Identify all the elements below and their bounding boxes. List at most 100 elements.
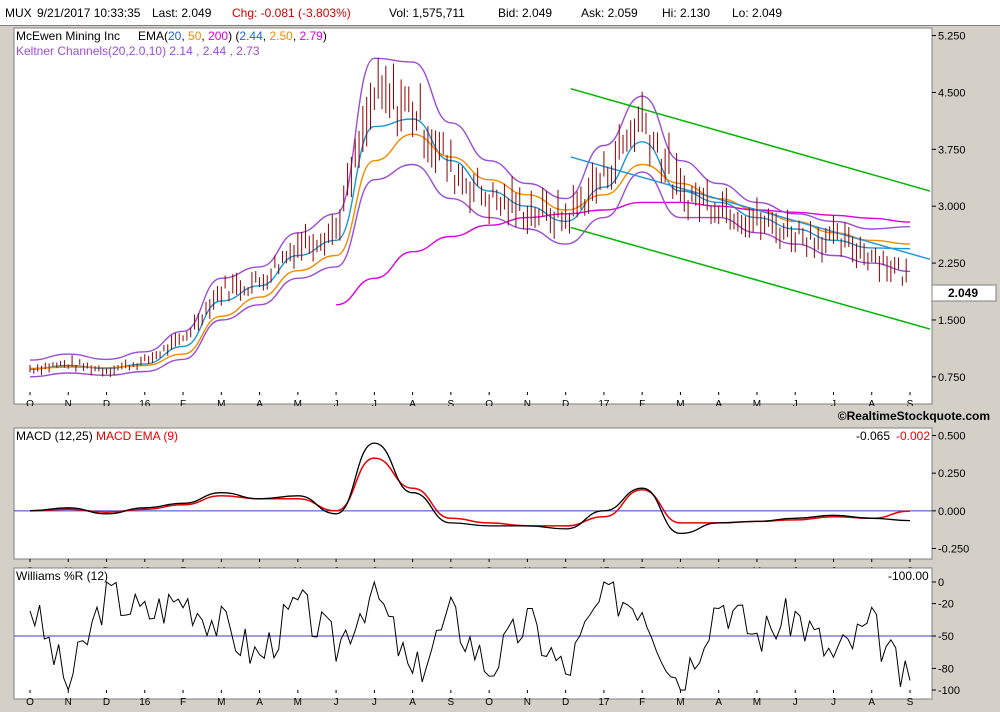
x-tick-label: 16 — [139, 697, 151, 708]
x-tick-label: A — [715, 399, 722, 410]
x-tick-label: A — [409, 697, 416, 708]
volume: Vol: 1,575,711 — [389, 6, 465, 20]
x-tick-label: A — [409, 399, 416, 410]
trend-channel-lower — [570, 226, 931, 330]
ema20-value: 2.44 — [239, 29, 263, 43]
y-tick-label: 0.750 — [938, 372, 966, 384]
x-tick-label: O — [485, 697, 493, 708]
x-tick-label: J — [372, 399, 377, 410]
y-tick-label: 0 — [938, 577, 944, 589]
x-tick-label: 16 — [139, 399, 151, 410]
ema-label: EMA( — [138, 29, 168, 43]
y-tick-label: 2.250 — [938, 258, 966, 270]
x-tick-label: A — [256, 697, 263, 708]
x-tick-label: D — [103, 697, 110, 708]
price-bars — [29, 57, 907, 378]
x-tick-label: J — [793, 399, 798, 410]
y-tick-label: 3.000 — [938, 201, 966, 213]
williams-line — [29, 580, 911, 692]
ticker-symbol: MUX — [5, 6, 32, 20]
price-change: Chg: -0.081 (-3.803%) — [232, 6, 351, 20]
x-tick-label: J — [793, 697, 798, 708]
macd-title: MACD (12,25) — [16, 429, 93, 443]
x-tick-label: D — [562, 399, 569, 410]
y-tick-label: 4.500 — [938, 87, 966, 99]
x-tick-label: 17 — [598, 697, 610, 708]
macd-grid — [14, 435, 936, 562]
ask-price: Ask: 2.059 — [581, 6, 638, 20]
last-price: Last: 2.049 — [152, 6, 212, 20]
x-tick-label: F — [180, 697, 186, 708]
trend-channel-mid — [570, 156, 931, 261]
ema200-value: 2.79 — [299, 29, 323, 43]
x-tick-label: M — [217, 399, 225, 410]
macd-signal-value: -0.002 — [896, 429, 930, 443]
x-tick-label: N — [524, 697, 531, 708]
trend-channel-upper — [570, 87, 931, 192]
x-tick-label: M — [753, 399, 761, 410]
price-y-axis: 5.250 4.500 3.750 3.000 2.250 1.500 0.750 — [938, 31, 966, 384]
x-tick-label: M — [753, 697, 761, 708]
williams-plot-area — [13, 567, 933, 700]
series-line-keltner-upper — [29, 57, 911, 361]
macd-plot-area — [13, 427, 933, 560]
ema20-period: 20 — [168, 29, 182, 43]
watermark-bar — [0, 406, 1000, 426]
x-tick-label: N — [65, 399, 72, 410]
x-tick-label: O — [26, 399, 34, 410]
y-tick-label: 0.000 — [938, 506, 966, 518]
williams-grid — [14, 581, 936, 693]
x-tick-label: N — [65, 697, 72, 708]
x-tick-label: M — [294, 399, 302, 410]
x-tick-label: F — [639, 399, 645, 410]
company-name: McEwen Mining Inc — [16, 29, 120, 43]
y-tick-label: -20 — [938, 599, 954, 611]
price-plot-area — [13, 27, 933, 405]
y-tick-label: 5.250 — [938, 31, 966, 43]
x-tick-label: J — [831, 399, 836, 410]
quote-datetime: 9/21/2017 10:33:35 — [37, 6, 141, 20]
macd-line — [29, 442, 911, 535]
williams-title: Williams %R (12) — [16, 569, 108, 583]
x-tick-label: M — [676, 697, 684, 708]
x-tick-label: O — [485, 399, 493, 410]
x-tick-label: M — [217, 697, 225, 708]
x-tick-label: M — [294, 697, 302, 708]
macd-value: -0.065 — [856, 429, 890, 443]
x-tick-label: J — [334, 697, 339, 708]
quote-header: MUX 9/21/2017 10:33:35 Last: 2.049 Chg: … — [0, 0, 1000, 26]
y-tick-label: 3.750 — [938, 144, 966, 156]
x-tick-label: S — [907, 697, 914, 708]
x-tick-label: 17 — [598, 399, 610, 410]
x-tick-label: A — [256, 399, 263, 410]
williams-value: -100.00 — [888, 569, 929, 583]
y-tick-label: -50 — [938, 631, 954, 643]
price-grid — [29, 35, 936, 395]
x-tick-label: S — [907, 399, 914, 410]
y-tick-label: -80 — [938, 663, 954, 675]
x-tick-label: S — [448, 399, 455, 410]
y-tick-label: -100 — [938, 685, 960, 697]
williams-x-axis: O N D 16 F M A M J J A S O N D 17 F M A M J J A S — [26, 697, 914, 708]
x-tick-label: J — [334, 399, 339, 410]
series-line-keltner-lower — [29, 163, 911, 378]
y-tick-label: 0.250 — [938, 468, 966, 480]
x-tick-label: N — [524, 399, 531, 410]
x-tick-label: D — [562, 697, 569, 708]
price-lines — [29, 57, 931, 378]
macd-y-axis: 0.500 0.250 0.000 -0.250 — [938, 431, 969, 556]
last-price-tag-box — [931, 284, 997, 302]
y-tick-label: 1.500 — [938, 315, 966, 327]
watermark: ©RealtimeStockquote.com — [838, 409, 990, 423]
ema-legend: EMA(20, 50, 200) (2.44, 2.50, 2.79) — [138, 29, 327, 43]
y-tick-label: -0.250 — [938, 543, 969, 555]
macd-signal-title: MACD EMA (9) — [96, 429, 178, 443]
x-tick-label: F — [639, 697, 645, 708]
price-x-axis: O N D 16 F M A M J J A S O N D 17 F M A M J J A S — [26, 399, 914, 410]
x-tick-label: J — [831, 697, 836, 708]
x-tick-label: A — [868, 399, 875, 410]
x-tick-label: A — [715, 697, 722, 708]
low-price: Lo: 2.049 — [732, 6, 783, 20]
last-price-tag: 2.049 — [948, 286, 978, 300]
